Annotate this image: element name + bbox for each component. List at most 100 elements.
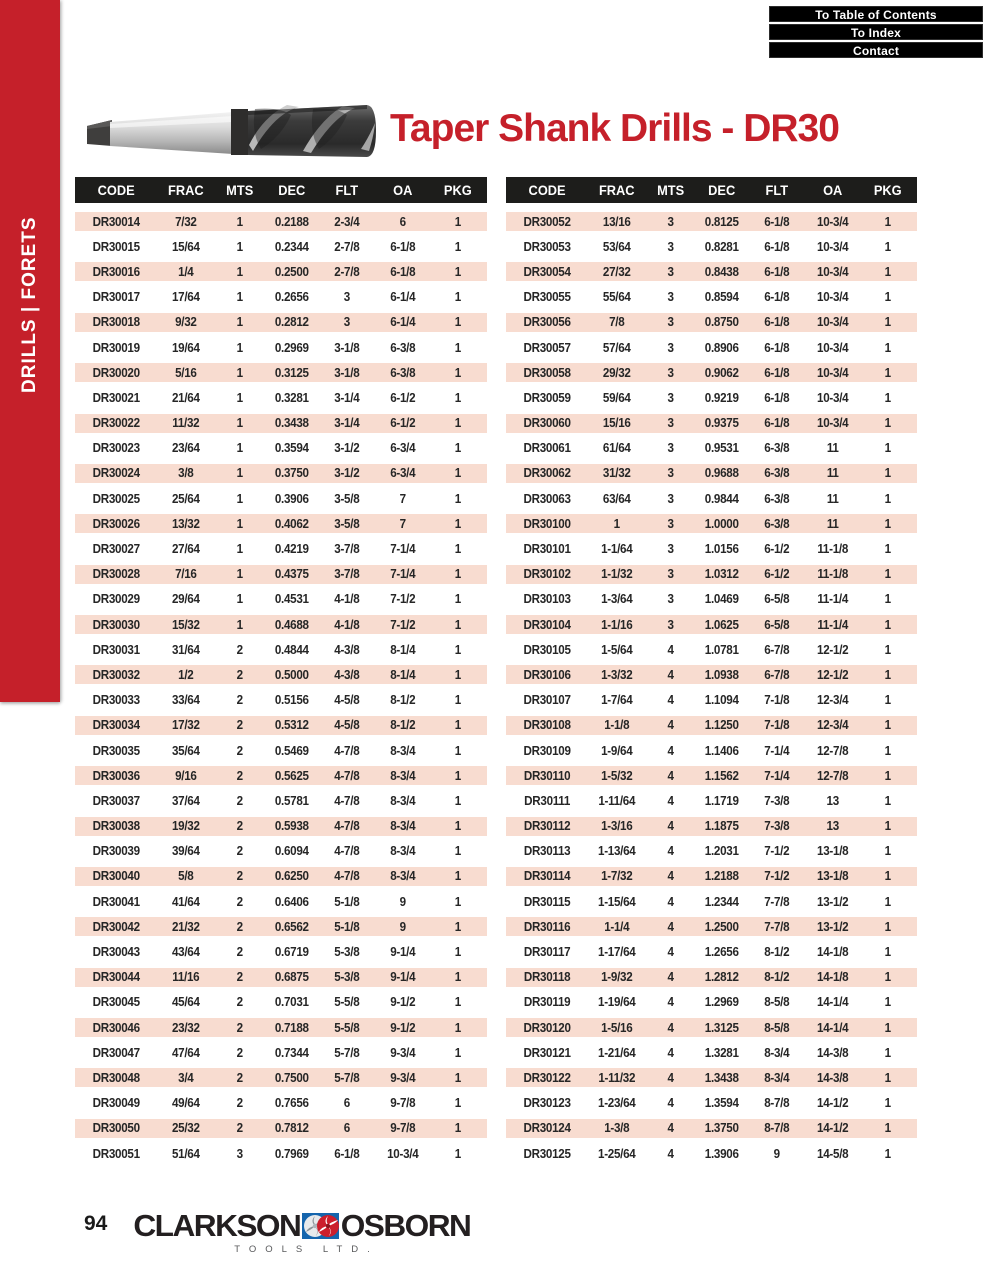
table-cell: 4 xyxy=(667,1045,674,1060)
table-cell: 10-3/4 xyxy=(817,416,849,431)
table-cell: DR30115 xyxy=(523,894,571,909)
table-cell: 1 xyxy=(454,743,462,758)
table-cell: DR30025 xyxy=(92,491,140,506)
table-cell: 10-3/4 xyxy=(817,315,849,330)
table-cell: 1.0469 xyxy=(704,592,739,607)
table-cell: 5-5/8 xyxy=(334,1020,360,1035)
table-row: DR30114 1-7/32 4 1.2188 7-1/2 13-1/8 1 xyxy=(506,863,917,890)
table-cell: 0.8438 xyxy=(704,264,739,279)
table-cell: 14-3/8 xyxy=(817,1045,849,1060)
table-cell: 7 xyxy=(399,516,406,531)
table-row: DR30038 19/32 2 0.5938 4-7/8 8-3/4 1 xyxy=(75,813,487,839)
table-cell: 1 xyxy=(236,516,243,531)
table-cell: 12-7/8 xyxy=(817,743,849,758)
table-row: DR30041 41/64 2 0.6406 5-1/8 9 1 xyxy=(75,889,487,914)
table-cell: 21/64 xyxy=(172,390,201,405)
table-cell: 1-5/32 xyxy=(601,768,633,783)
table-cell: 8-1/4 xyxy=(389,667,416,682)
table-cell: 0.7969 xyxy=(274,1146,309,1161)
table-cell: 6-1/8 xyxy=(334,1146,360,1161)
table-cell: 1.1875 xyxy=(704,819,739,834)
table-cell: 1 xyxy=(236,340,243,355)
table-cell: 0.3594 xyxy=(274,441,309,456)
table-cell: 1 xyxy=(454,390,462,405)
table-row: DR30044 11/16 2 0.6875 5-3/8 9-1/4 1 xyxy=(75,964,487,990)
table-cell: DR30053 xyxy=(523,239,571,254)
table-cell: 1 xyxy=(454,995,462,1010)
table-cell: 1 xyxy=(454,1121,462,1136)
table-cell: 1 xyxy=(885,642,892,657)
table-cell: 3 xyxy=(667,214,674,229)
table-cell: 1-15/64 xyxy=(598,894,636,909)
table-cell: 3 xyxy=(667,416,674,431)
table-cell: DR30063 xyxy=(523,491,571,506)
table-row: DR30119 1-19/64 4 1.2969 8-5/8 14-1/4 1 xyxy=(506,990,917,1015)
table-cell: 11-1/8 xyxy=(817,567,849,582)
table-cell: 0.7188 xyxy=(274,1020,309,1035)
table-cell: 6-1/8 xyxy=(389,264,416,279)
table-cell: 1 xyxy=(454,239,462,254)
nav-button-table-of-contents[interactable]: To Table of Contents xyxy=(769,6,983,22)
table-cell: 27/32 xyxy=(603,264,631,279)
table-cell: 9 xyxy=(399,919,406,934)
table-cell: 43/64 xyxy=(172,945,201,960)
table-cell: 0.3750 xyxy=(274,466,309,481)
table-cell: DR30024 xyxy=(92,466,140,481)
table-cell: DR30055 xyxy=(523,290,571,305)
table-cell: 8-5/8 xyxy=(764,1020,790,1035)
table-cell: 2 xyxy=(236,919,243,934)
table-cell: 0.5312 xyxy=(274,718,309,733)
table-cell: 19/32 xyxy=(172,819,201,834)
table-cell: 0.4688 xyxy=(274,617,309,632)
table-cell: 13/32 xyxy=(172,516,201,531)
table-row: DR30019 19/64 1 0.2969 3-1/8 6-3/8 1 xyxy=(75,335,487,360)
table-cell: DR30018 xyxy=(92,315,140,330)
table-row: DR30109 1-9/64 4 1.1406 7-1/4 12-7/8 1 xyxy=(506,738,917,763)
table-cell: 10-3/4 xyxy=(817,290,849,305)
table-cell: 1 xyxy=(454,466,462,481)
table-cell: 4-7/8 xyxy=(334,743,360,758)
table-row: DR30048 3/4 2 0.7500 5-7/8 9-3/4 1 xyxy=(75,1065,487,1091)
table-row: DR30100 1 3 1.0000 6-3/8 11 1 xyxy=(506,511,917,537)
table-cell: 1-13/64 xyxy=(598,844,636,859)
table-cell: 3 xyxy=(667,340,674,355)
table-cell: 11 xyxy=(826,466,839,481)
table-cell: DR30045 xyxy=(92,995,140,1010)
table-cell: 1.3750 xyxy=(704,1121,739,1136)
table-row: DR30028 7/16 1 0.4375 3-7/8 7-1/4 1 xyxy=(75,561,487,587)
table-row: DR30108 1-1/8 4 1.1250 7-1/8 12-3/4 1 xyxy=(506,712,917,738)
table-cell: 1.1250 xyxy=(704,718,739,733)
table-cell: 2 xyxy=(236,743,243,758)
table-cell: 6-1/8 xyxy=(389,239,416,254)
table-cell: DR30023 xyxy=(92,441,140,456)
table-cell: 1 xyxy=(885,945,892,960)
table-cell: 1.0000 xyxy=(704,516,739,531)
table-cell: 1 xyxy=(236,617,243,632)
table-row: DR30117 1-17/64 4 1.2656 8-1/2 14-1/8 1 xyxy=(506,939,917,964)
table-cell: 1 xyxy=(236,315,243,330)
nav-button-index[interactable]: To Index xyxy=(769,24,983,40)
table-row: DR30061 61/64 3 0.9531 6-3/8 11 1 xyxy=(506,436,917,461)
table-cell: 37/64 xyxy=(172,793,201,808)
table-cell: 1 xyxy=(454,919,462,934)
table-cell: 1 xyxy=(885,995,892,1010)
table-cell: 1 xyxy=(236,491,243,506)
table-cell: DR30032 xyxy=(92,667,140,682)
nav-button-contact[interactable]: Contact xyxy=(769,42,983,58)
table-cell: 0.9688 xyxy=(704,466,739,481)
table-row: DR30047 47/64 2 0.7344 5-7/8 9-3/4 1 xyxy=(75,1040,487,1065)
table-cell: 1 xyxy=(454,416,462,431)
table-cell: 10-3/4 xyxy=(817,365,849,380)
table-cell: 4-7/8 xyxy=(334,768,360,783)
table-cell: 1 xyxy=(236,592,243,607)
table-row: DR30054 27/32 3 0.8438 6-1/8 10-3/4 1 xyxy=(506,259,917,285)
table-cell: 3 xyxy=(667,365,674,380)
table-row: DR30103 1-3/64 3 1.0469 6-5/8 11-1/4 1 xyxy=(506,587,917,612)
table-cell: 0.2344 xyxy=(274,239,309,254)
table-cell: 2 xyxy=(236,768,243,783)
table-row: DR30033 33/64 2 0.5156 4-5/8 8-1/2 1 xyxy=(75,688,487,713)
table-cell: DR30123 xyxy=(523,1096,571,1111)
table-cell: 0.6250 xyxy=(274,869,309,884)
table-cell: 2 xyxy=(236,693,243,708)
